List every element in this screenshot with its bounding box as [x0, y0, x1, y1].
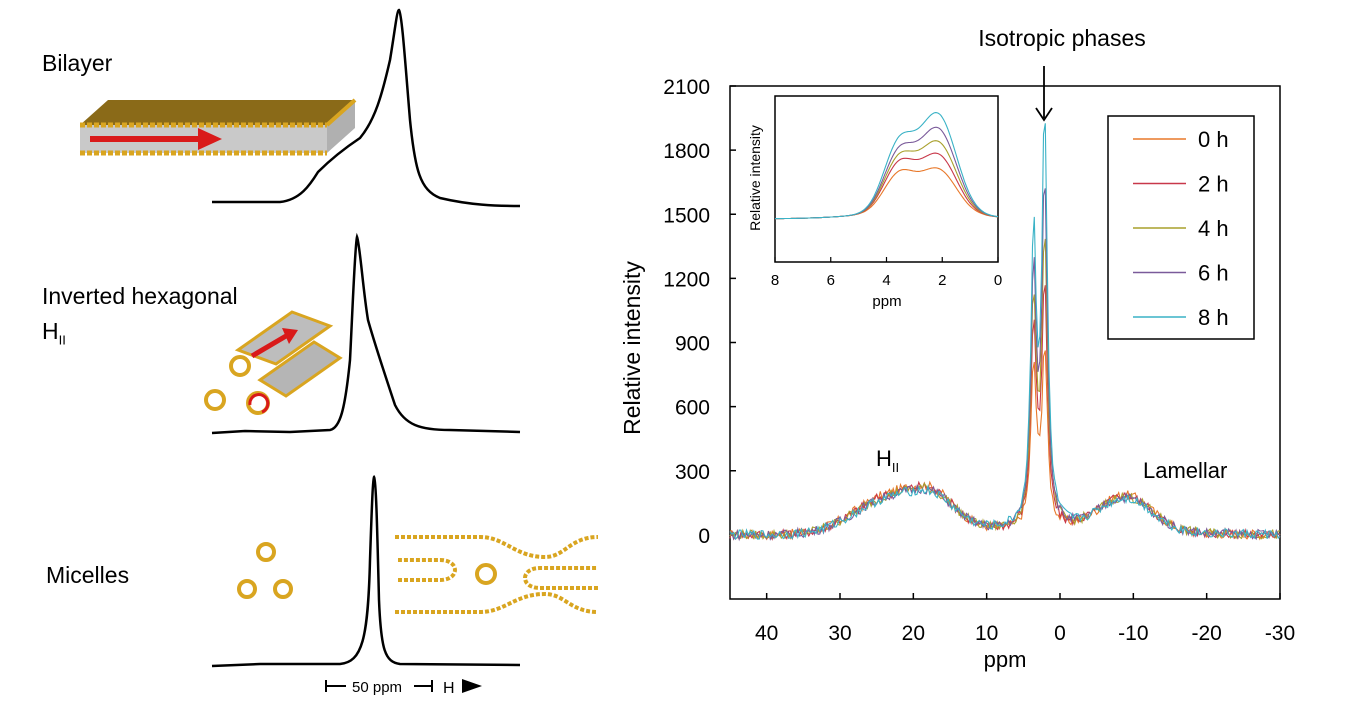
- x-axis-label: ppm: [984, 647, 1027, 672]
- field-label: H: [443, 680, 455, 697]
- hii-label: HII: [876, 446, 899, 475]
- micelles-illustration: [237, 535, 599, 614]
- fusion-bilayer-lower: [395, 591, 599, 614]
- x-axis-ticks: 40 30 20 10 0 -10 -20 -30: [755, 593, 1295, 645]
- legend-label: 2 h: [1198, 172, 1229, 197]
- isotropic-label: Isotropic phases: [978, 25, 1145, 51]
- bilayer-side-face: [327, 100, 355, 153]
- bilayer-illustration: [80, 98, 357, 156]
- micelle-tube-2: [204, 389, 226, 411]
- bilayer-arrow-head: [198, 128, 222, 150]
- hexagonal-phase-symbol: HII: [42, 318, 66, 348]
- y-tick-label: 1500: [663, 204, 710, 227]
- fusion-inner-right: [523, 566, 598, 590]
- bilayer-top-face: [80, 100, 355, 125]
- y-tick-label: 600: [675, 397, 710, 420]
- series-line-0: [729, 350, 1281, 541]
- hexagonal-phase-symbol-index: II: [58, 332, 66, 348]
- x-tick-label: 10: [975, 622, 998, 645]
- series-layer: [729, 123, 1281, 542]
- x-tick-label: 20: [902, 622, 925, 645]
- hexagonal-spectrum: [211, 232, 521, 435]
- micelle-3: [273, 579, 293, 599]
- inset-series-line-4: [774, 112, 999, 220]
- hex-arrow-head: [282, 328, 298, 344]
- hii-label-main: H: [876, 446, 892, 471]
- micelle-1: [256, 542, 276, 562]
- hex-arrow-shaft: [250, 333, 288, 359]
- hii-label-sub: II: [892, 460, 899, 475]
- bilayer-side-edge: [325, 98, 357, 127]
- inset-x-tick-label: 8: [771, 272, 779, 289]
- inset-x-axis-ticks: 8 6 4 2 0: [771, 257, 1002, 289]
- field-arrow-icon: [462, 679, 482, 693]
- y-tick-label: 0: [698, 525, 710, 548]
- micelle-tube-1: [229, 355, 251, 377]
- y-tick-label: 1800: [663, 140, 710, 163]
- isotropic-arrow-head: [1035, 107, 1053, 122]
- inset-y-axis-label: Relative intensity: [747, 125, 763, 231]
- legend-label: 4 h: [1198, 216, 1229, 241]
- schematic-panel: 50 ppm H: [80, 8, 599, 697]
- x-tick-label: -30: [1265, 622, 1295, 645]
- x-tick-label: -10: [1118, 622, 1148, 645]
- cylinder-2: [257, 340, 343, 398]
- x-tick-label: 40: [755, 622, 778, 645]
- x-tick-label: -20: [1191, 622, 1221, 645]
- lamellar-label: Lamellar: [1143, 458, 1227, 483]
- inset-series-layer: [774, 112, 999, 220]
- hexagonal-illustration: [204, 310, 343, 415]
- y-tick-label: 900: [675, 333, 710, 356]
- micelle-2: [237, 579, 257, 599]
- micelles-spectrum: [211, 475, 521, 668]
- y-axis-label: Relative intensity: [619, 261, 645, 435]
- fusion-inner-left: [398, 558, 457, 582]
- hexagonal-phase-symbol-main: H: [42, 318, 59, 344]
- series-line-4: [729, 123, 1281, 541]
- x-tick-label: 0: [1054, 622, 1066, 645]
- micelles-label: Micelles: [46, 562, 130, 588]
- legend-label: 6 h: [1198, 261, 1229, 286]
- scale-bar-label: 50 ppm: [352, 679, 402, 696]
- y-tick-label: 300: [675, 461, 710, 484]
- y-tick-label: 1200: [663, 268, 710, 291]
- inset-x-axis-label: ppm: [872, 293, 901, 310]
- legend: 0 h 2 h 4 h 6 h 8 h: [1133, 127, 1229, 330]
- legend-label: 8 h: [1198, 305, 1229, 330]
- bilayer-label: Bilayer: [42, 50, 113, 76]
- fusion-bilayer-upper: [395, 535, 599, 560]
- fusion-micelle: [475, 563, 497, 585]
- y-axis-ticks: 0 300 600 900 1200 1500 1800 2100: [663, 76, 736, 548]
- inset-x-tick-label: 6: [827, 272, 835, 289]
- series-line-1: [729, 285, 1281, 541]
- hex-rotation-arrow: [248, 393, 270, 414]
- y-tick-label: 2100: [663, 76, 710, 99]
- inset-x-tick-label: 0: [994, 272, 1002, 289]
- legend-label: 0 h: [1198, 127, 1229, 152]
- hexagonal-label: Inverted hexagonal: [42, 283, 238, 309]
- x-tick-label: 30: [828, 622, 851, 645]
- bilayer-spectrum: [212, 8, 521, 208]
- inset-x-tick-label: 2: [938, 272, 946, 289]
- inset-x-tick-label: 4: [882, 272, 890, 289]
